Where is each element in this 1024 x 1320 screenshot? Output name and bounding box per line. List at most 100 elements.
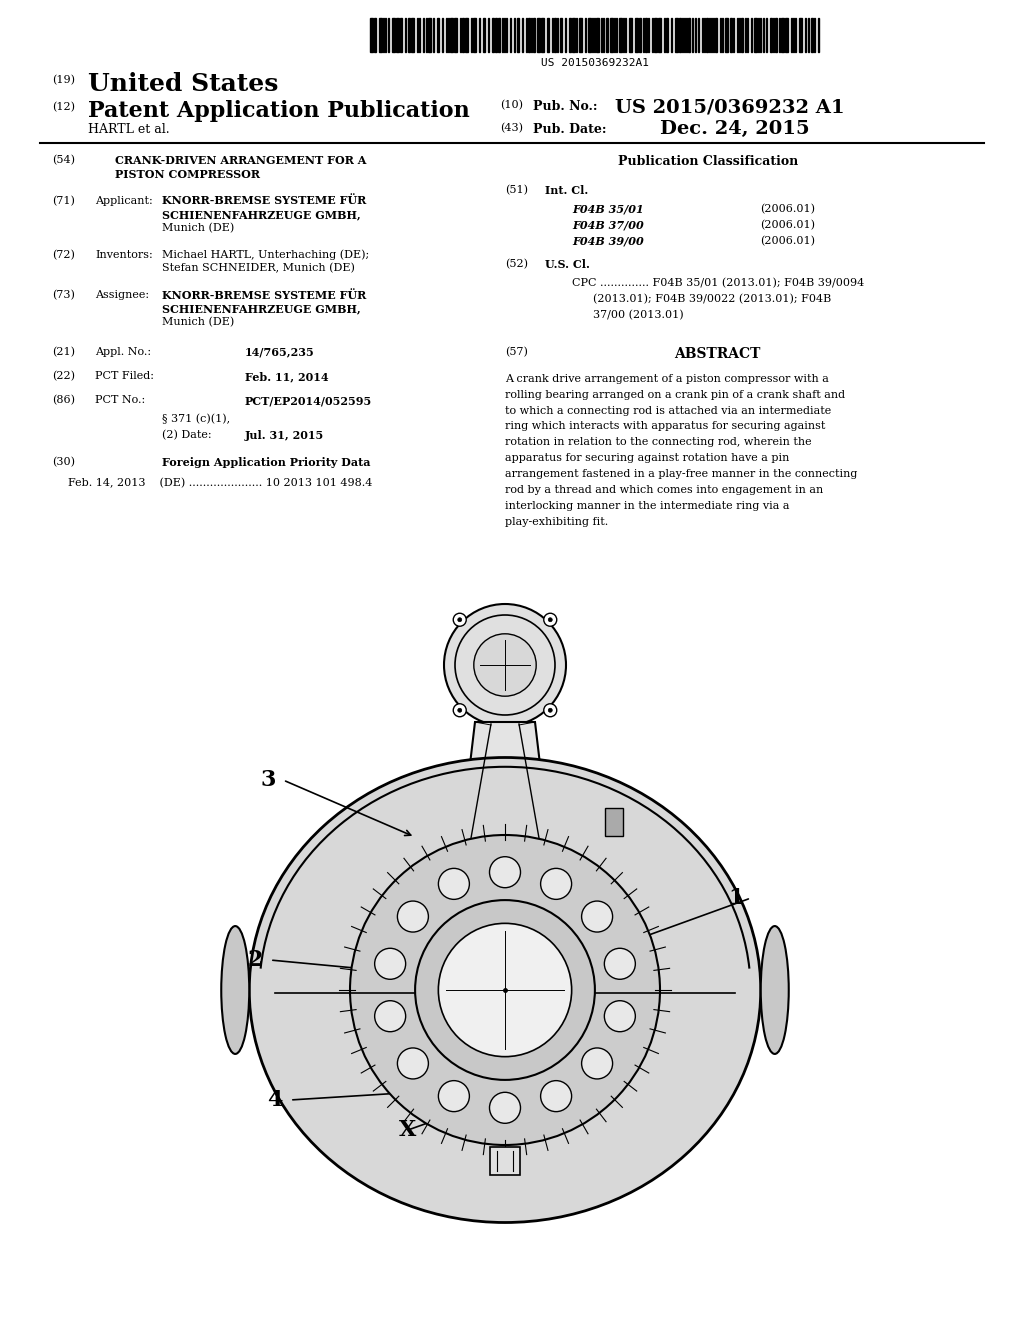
Text: apparatus for securing against rotation have a pin: apparatus for securing against rotation … (505, 453, 790, 463)
Bar (541, 18, 544, 51)
Bar (618, 18, 622, 51)
Bar (645, 18, 647, 51)
Bar (554, 18, 556, 51)
Text: PCT Filed:: PCT Filed: (95, 371, 154, 381)
Text: (12): (12) (52, 102, 75, 112)
Text: (2006.01): (2006.01) (760, 220, 815, 230)
Text: (54): (54) (52, 154, 75, 165)
Bar (560, 18, 562, 51)
Circle shape (438, 924, 571, 1056)
Bar (537, 18, 540, 51)
Bar (588, 18, 591, 51)
Circle shape (541, 1081, 571, 1111)
Text: § 371 (c)(1),: § 371 (c)(1), (162, 414, 230, 425)
Text: 2: 2 (247, 949, 263, 972)
Text: PISTON COMPRESSOR: PISTON COMPRESSOR (115, 169, 260, 180)
Text: (72): (72) (52, 249, 75, 260)
Text: (71): (71) (52, 195, 75, 206)
Circle shape (544, 704, 557, 717)
Circle shape (604, 948, 635, 979)
Text: (2) Date:: (2) Date: (162, 430, 212, 441)
Text: Stefan SCHNEIDER, Munich (DE): Stefan SCHNEIDER, Munich (DE) (162, 263, 355, 273)
Circle shape (474, 634, 537, 696)
Text: SCHIENENFAHRZEUGE GMBH,: SCHIENENFAHRZEUGE GMBH, (162, 304, 360, 314)
Bar (811, 18, 813, 51)
Text: Foreign Application Priority Data: Foreign Application Priority Data (162, 458, 371, 469)
Circle shape (544, 614, 557, 626)
Bar (408, 18, 410, 51)
Bar (379, 18, 382, 51)
Bar (572, 18, 575, 51)
Circle shape (458, 618, 462, 622)
Text: rotation in relation to the connecting rod, wherein the: rotation in relation to the connecting r… (505, 437, 812, 447)
Bar (781, 18, 784, 51)
Text: F04B 35/01: F04B 35/01 (572, 203, 644, 215)
Circle shape (454, 704, 466, 717)
Bar (490, 1147, 520, 1175)
Bar (428, 18, 431, 51)
Bar (400, 18, 402, 51)
Text: F04B 37/00: F04B 37/00 (572, 220, 644, 231)
Ellipse shape (221, 927, 249, 1053)
Text: rod by a thread and which comes into engagement in an: rod by a thread and which comes into eng… (505, 486, 823, 495)
Circle shape (489, 857, 520, 888)
Ellipse shape (249, 758, 761, 1222)
Bar (392, 18, 395, 51)
Text: Jul. 31, 2015: Jul. 31, 2015 (245, 430, 325, 441)
Text: Publication Classification: Publication Classification (618, 154, 799, 168)
Circle shape (438, 1081, 469, 1111)
Text: Feb. 11, 2014: Feb. 11, 2014 (245, 371, 329, 381)
Bar (462, 18, 464, 51)
Bar (785, 18, 788, 51)
Bar (411, 18, 414, 51)
Circle shape (489, 1092, 520, 1123)
Bar (454, 18, 457, 51)
Text: Appl. No.:: Appl. No.: (95, 347, 152, 356)
Text: 4: 4 (267, 1089, 283, 1111)
Circle shape (444, 605, 566, 726)
Text: (43): (43) (500, 123, 523, 133)
Bar (606, 18, 608, 51)
Text: ring which interacts with apparatus for securing against: ring which interacts with apparatus for … (505, 421, 825, 432)
Text: Munich (DE): Munich (DE) (162, 317, 234, 327)
Text: (10): (10) (500, 100, 523, 111)
Polygon shape (420, 722, 590, 863)
Bar (605, 808, 624, 836)
Text: U.S. Cl.: U.S. Cl. (545, 259, 590, 271)
Bar (658, 18, 662, 51)
Circle shape (415, 900, 595, 1080)
Text: (22): (22) (52, 371, 75, 381)
Text: play-exhibiting fit.: play-exhibiting fit. (505, 517, 608, 527)
Circle shape (604, 1001, 635, 1032)
Text: (2006.01): (2006.01) (760, 203, 815, 214)
Bar (639, 18, 641, 51)
Bar (679, 18, 681, 51)
Bar (495, 18, 497, 51)
Text: Assignee:: Assignee: (95, 290, 150, 300)
Text: PCT No.:: PCT No.: (95, 395, 145, 405)
Bar (547, 18, 549, 51)
Text: (21): (21) (52, 347, 75, 356)
Bar (473, 18, 476, 51)
Text: to which a connecting rod is attached via an intermediate: to which a connecting rod is attached vi… (505, 405, 831, 416)
Bar (741, 18, 743, 51)
Bar (706, 18, 708, 51)
Text: (86): (86) (52, 395, 75, 405)
Bar (666, 18, 668, 51)
Text: US 2015/0369232 A1: US 2015/0369232 A1 (615, 98, 845, 116)
Bar (799, 18, 802, 51)
Text: HARTL et al.: HARTL et al. (88, 123, 170, 136)
Bar (528, 18, 530, 51)
Text: F04B 39/00: F04B 39/00 (572, 236, 644, 247)
Text: 5: 5 (562, 1089, 578, 1111)
Text: Feb. 14, 2013    (DE) ..................... 10 2013 101 498.4: Feb. 14, 2013 (DE) .....................… (68, 478, 373, 488)
Text: ABSTRACT: ABSTRACT (674, 347, 760, 360)
Text: Inventors:: Inventors: (95, 249, 153, 260)
Bar (370, 18, 373, 51)
Bar (450, 18, 453, 51)
Text: 37/00 (2013.01): 37/00 (2013.01) (572, 310, 684, 321)
Circle shape (438, 869, 469, 899)
Text: (2006.01): (2006.01) (760, 236, 815, 247)
Text: Applicant:: Applicant: (95, 195, 153, 206)
Circle shape (582, 902, 612, 932)
